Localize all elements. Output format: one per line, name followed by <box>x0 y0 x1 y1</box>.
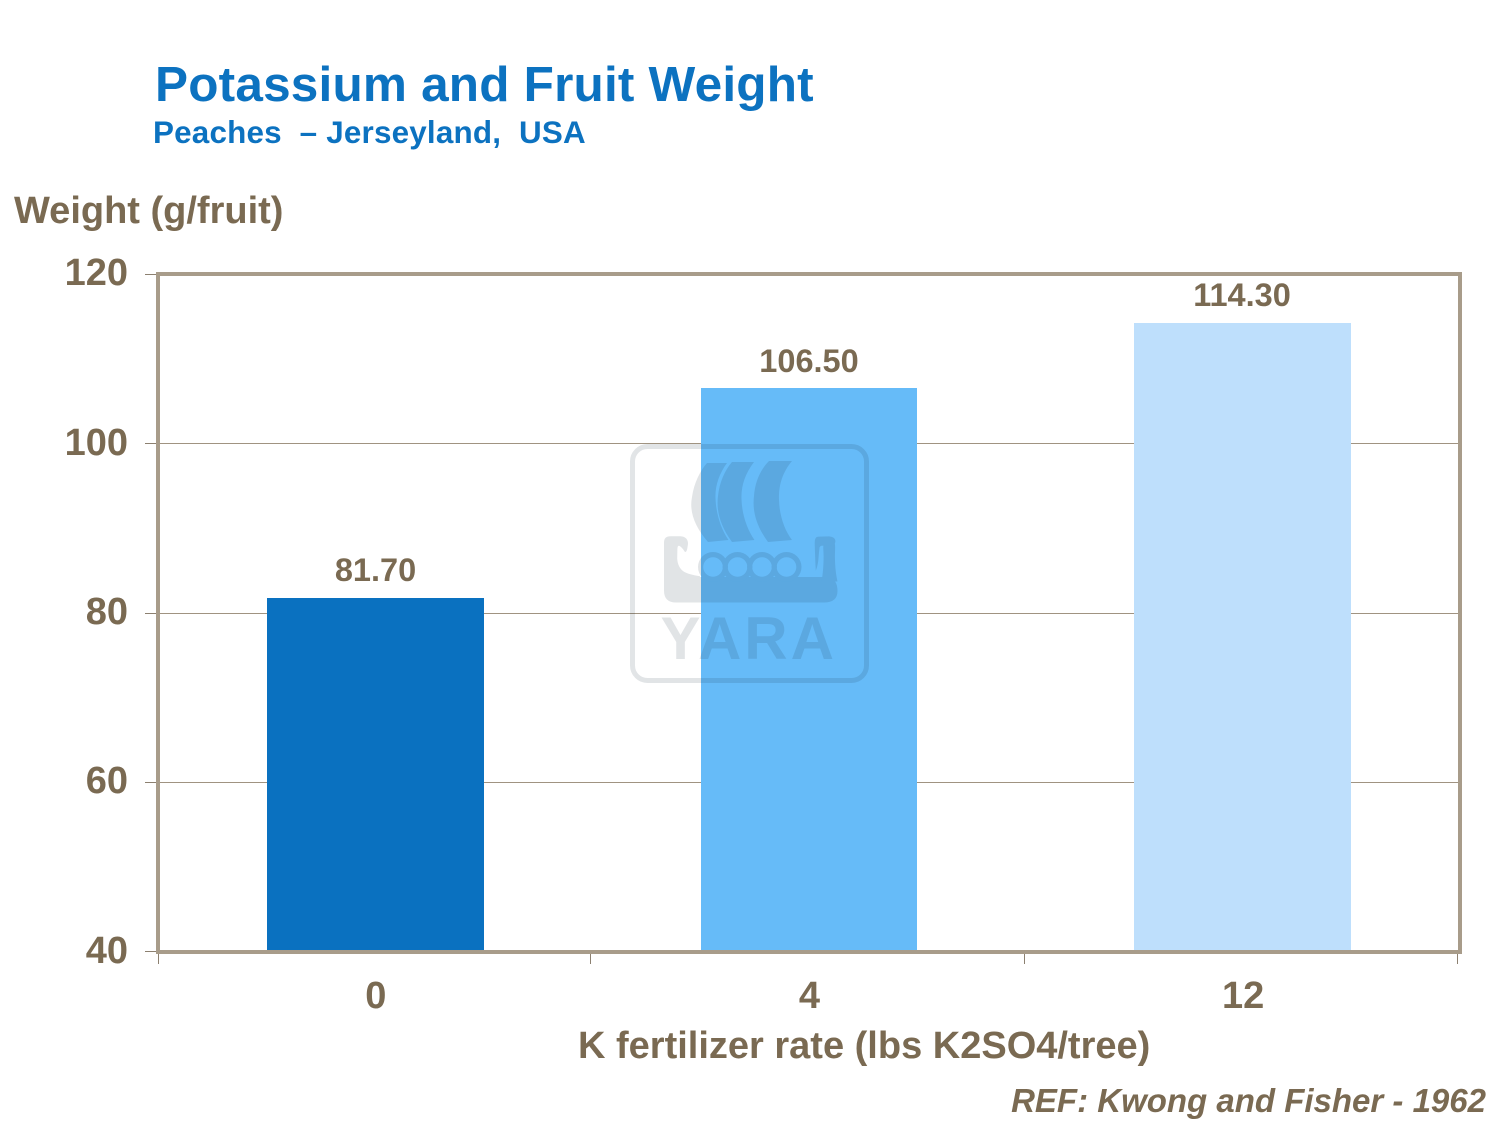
svg-text:YARA: YARA <box>660 605 837 672</box>
